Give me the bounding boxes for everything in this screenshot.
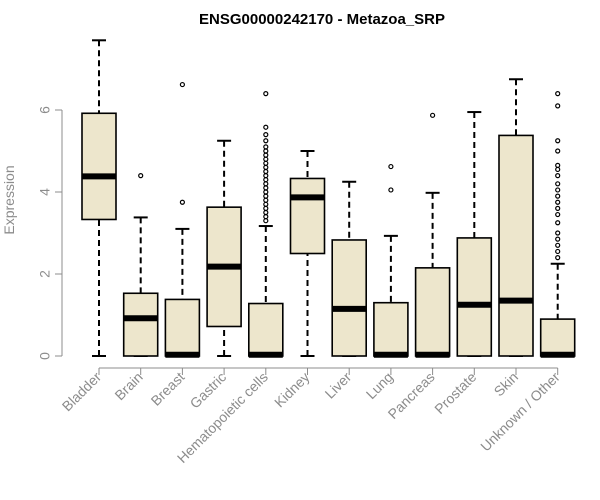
box-iqr <box>541 319 575 356</box>
outlier-point <box>180 200 184 204</box>
outlier-point <box>556 149 560 153</box>
box-2 <box>165 83 199 356</box>
box-9 <box>457 112 491 356</box>
y-tick-label-2: 4 <box>37 188 53 196</box>
outlier-point <box>556 167 560 171</box>
outlier-point <box>264 139 268 143</box>
outlier-point <box>556 243 560 247</box>
x-tick-label-9: Prostate <box>431 369 479 417</box>
outlier-point <box>264 149 268 153</box>
x-tick-label-11: Unknown / Other <box>477 369 563 455</box>
x-tick-label-5: Kidney <box>271 369 313 411</box>
box-7 <box>374 165 408 356</box>
chart-title: ENSG00000242170 - Metazoa_SRP <box>199 11 445 28</box>
outlier-point <box>264 190 268 194</box>
outlier-point <box>556 194 560 198</box>
outlier-point <box>264 215 268 219</box>
outlier-point <box>556 206 560 210</box>
box-iqr <box>124 293 158 356</box>
box-iqr <box>416 268 450 356</box>
x-tick-label-2: Breast <box>148 369 188 409</box>
outlier-point <box>264 145 268 149</box>
outlier-point <box>264 157 268 161</box>
box-10 <box>499 79 533 356</box>
outlier-point <box>264 206 268 210</box>
box-iqr <box>249 304 283 356</box>
box-iqr <box>82 113 116 219</box>
outlier-point <box>556 163 560 167</box>
y-tick-label-3: 6 <box>37 106 53 114</box>
box-5 <box>291 151 325 356</box>
outlier-point <box>556 200 560 204</box>
y-tick-label-0: 0 <box>37 352 53 360</box>
x-tick-label-10: Skin <box>491 369 522 400</box>
outlier-point <box>431 113 435 117</box>
outlier-point <box>556 221 560 225</box>
box-iqr <box>374 303 408 356</box>
outlier-point <box>556 237 560 241</box>
box-1 <box>124 174 158 356</box>
box-iqr <box>291 178 325 253</box>
outlier-point <box>556 188 560 192</box>
box-4 <box>249 92 283 356</box>
box-iqr <box>499 135 533 356</box>
outlier-point <box>264 153 268 157</box>
box-8 <box>416 113 450 356</box>
outlier-point <box>264 165 268 169</box>
outlier-point <box>389 188 393 192</box>
outlier-point <box>556 174 560 178</box>
outlier-point <box>556 256 560 260</box>
outlier-point <box>264 219 268 223</box>
y-axis-label: Expression <box>1 165 17 234</box>
outlier-point <box>264 174 268 178</box>
outlier-point <box>556 104 560 108</box>
y-tick-label-1: 2 <box>37 270 53 278</box>
y-axis: 0 2 4 6 <box>37 106 62 360</box>
box-iqr <box>457 238 491 356</box>
outlier-point <box>139 174 143 178</box>
outlier-point <box>556 182 560 186</box>
outlier-point <box>180 83 184 87</box>
outlier-point <box>264 194 268 198</box>
outlier-point <box>264 202 268 206</box>
outlier-point <box>264 170 268 174</box>
outlier-point <box>264 186 268 190</box>
outlier-point <box>389 165 393 169</box>
outlier-point <box>264 178 268 182</box>
outlier-point <box>264 198 268 202</box>
outlier-point <box>264 211 268 215</box>
outlier-point <box>264 92 268 96</box>
outlier-point <box>264 182 268 186</box>
outlier-point <box>556 213 560 217</box>
box-3 <box>207 141 241 356</box>
outlier-point <box>264 161 268 165</box>
outlier-point <box>556 249 560 253</box>
outlier-point <box>264 125 268 129</box>
box-0 <box>82 40 116 356</box>
box-iqr <box>165 299 199 356</box>
box-iqr <box>332 240 366 356</box>
outlier-point <box>264 133 268 137</box>
x-tick-label-0: Bladder <box>59 369 105 415</box>
box-6 <box>332 182 366 356</box>
outlier-point <box>556 139 560 143</box>
boxes-layer <box>82 40 575 356</box>
box-11 <box>541 92 575 356</box>
outlier-point <box>556 231 560 235</box>
outlier-point <box>556 92 560 96</box>
boxplot-chart: ENSG00000242170 - Metazoa_SRP Expression… <box>0 0 600 500</box>
